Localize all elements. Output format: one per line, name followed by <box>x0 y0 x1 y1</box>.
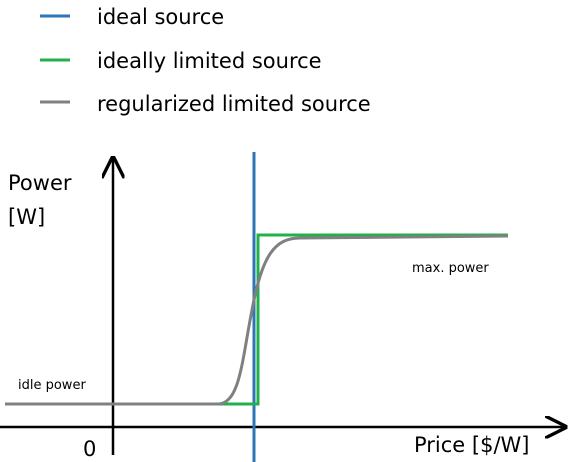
legend-label: regularized limited source <box>97 92 371 116</box>
legend-label: ideally limited source <box>97 49 322 73</box>
legend-label: ideal source <box>97 5 224 29</box>
annotation: idle power <box>18 378 86 393</box>
origin-label: 0 <box>83 437 96 461</box>
y-axis-label: Power <box>8 171 72 195</box>
y-axis-label: [W] <box>8 205 45 229</box>
x-axis-label: Price [$/W] <box>414 433 530 457</box>
annotation: max. power <box>412 261 489 276</box>
regularized-line <box>5 234 509 406</box>
